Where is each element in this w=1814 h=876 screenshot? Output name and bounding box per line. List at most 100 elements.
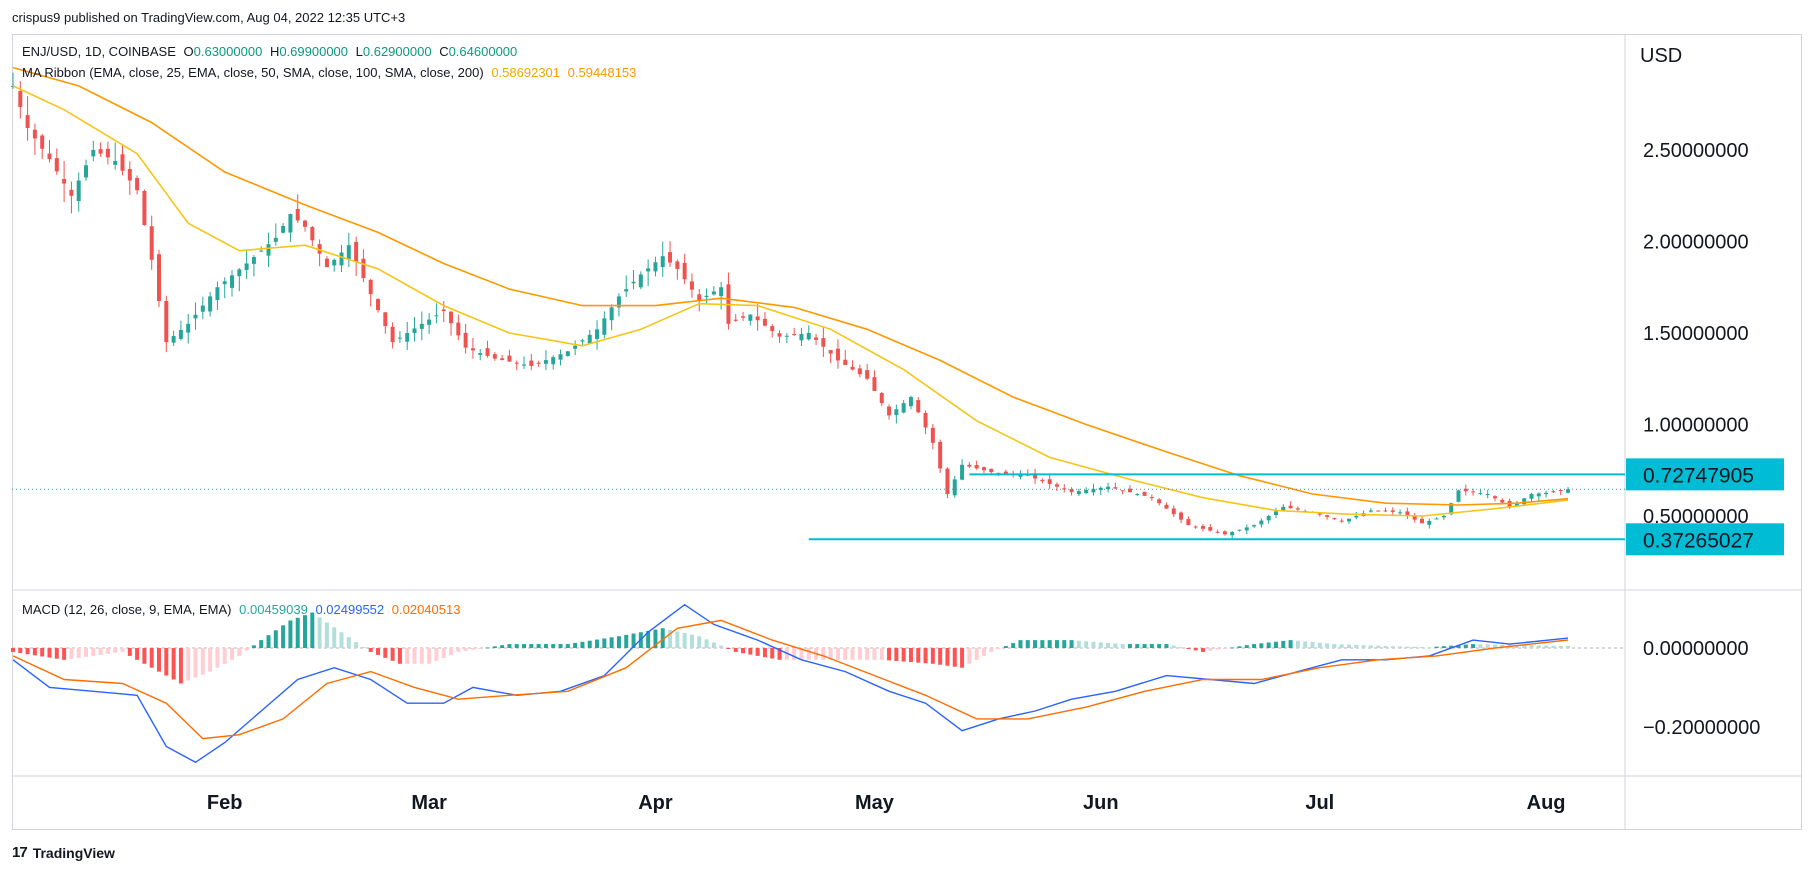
macd-histogram-bar — [536, 644, 541, 648]
candle-body — [551, 357, 556, 365]
macd-histogram-bar — [1354, 644, 1359, 648]
macd-histogram-bar — [419, 648, 424, 664]
candle — [91, 140, 96, 162]
candle-body — [595, 329, 600, 339]
candle — [1332, 517, 1337, 520]
candle — [646, 259, 651, 287]
candle — [981, 466, 986, 474]
candle-body — [149, 226, 154, 260]
candle-body — [1441, 516, 1446, 518]
candle — [310, 225, 315, 247]
macd-histogram-bar — [916, 648, 921, 663]
candle — [500, 354, 505, 361]
macd-histogram-bar — [799, 648, 804, 660]
candle-body — [1069, 489, 1074, 493]
macd-tick-label: 0.00000000 — [1643, 638, 1749, 660]
candle — [427, 313, 432, 334]
candle-body — [1529, 494, 1534, 499]
candle — [18, 81, 23, 119]
candle-body — [682, 262, 687, 280]
macd-histogram-bar — [332, 627, 337, 648]
candle — [412, 317, 417, 342]
candle-body — [397, 337, 402, 339]
candle — [1441, 514, 1446, 521]
candle-body — [40, 135, 45, 149]
candle — [908, 395, 913, 410]
candle — [748, 314, 753, 326]
tradingview-footer[interactable]: 17 TradingView — [12, 844, 115, 861]
macd-histogram-bar — [47, 648, 52, 658]
candle — [1033, 468, 1038, 484]
candle — [1120, 490, 1125, 495]
candle — [945, 467, 950, 499]
candle — [441, 301, 446, 323]
candle-body — [251, 257, 256, 264]
price-tick-label: 0.50000000 — [1643, 506, 1749, 528]
macd-histogram-bar — [981, 648, 986, 656]
macd-histogram-bar — [412, 648, 417, 664]
candle — [1179, 511, 1184, 524]
candle — [930, 423, 935, 450]
candle-body — [1354, 516, 1359, 518]
macd-histogram-bar — [1544, 645, 1549, 648]
candle-body — [762, 318, 767, 326]
candle — [879, 391, 884, 407]
macd-histogram-bar — [733, 648, 738, 652]
candle — [835, 339, 840, 369]
candle — [624, 275, 629, 297]
candle — [157, 249, 162, 308]
candle-body — [1405, 511, 1410, 516]
candle-body — [529, 360, 534, 366]
macd-histogram-bar — [1281, 640, 1286, 648]
candle-body — [368, 279, 373, 295]
macd-histogram-bar — [1011, 643, 1016, 648]
macd-histogram-bar — [1208, 648, 1213, 651]
candle-body — [441, 309, 446, 312]
candle — [1200, 523, 1205, 532]
candle-body — [164, 301, 169, 343]
candle-body — [689, 281, 694, 290]
macd-histogram-bar — [135, 648, 140, 660]
candle-body — [230, 275, 235, 288]
candle — [938, 439, 943, 474]
candle-body — [449, 311, 454, 324]
macd-histogram-bar — [777, 648, 782, 660]
macd-histogram-bar — [1003, 646, 1008, 648]
candle-body — [1434, 518, 1439, 520]
macd-histogram-bar — [266, 635, 271, 648]
macd-histogram-bar — [1566, 646, 1570, 648]
low-label: L — [355, 44, 363, 59]
candle-body — [266, 244, 271, 256]
candle-body — [930, 427, 935, 443]
macd-histogram-bar — [697, 636, 702, 648]
candle-body — [1142, 491, 1147, 496]
candle-body — [273, 237, 278, 242]
candle — [127, 161, 132, 196]
candle — [208, 291, 213, 317]
candle — [186, 314, 191, 344]
candle-body — [222, 281, 227, 285]
candle — [397, 331, 402, 343]
candle — [470, 338, 475, 359]
candle-body — [609, 307, 614, 321]
macd-histogram-bar — [1040, 640, 1045, 648]
macd-histogram-bar — [142, 648, 147, 664]
time-tick-label: Jun — [1083, 792, 1119, 814]
candle — [1062, 484, 1067, 493]
macd-histogram-bar — [288, 620, 293, 648]
candle-body — [806, 333, 811, 340]
candle — [215, 281, 220, 310]
candle-body — [580, 340, 585, 342]
candle-body — [25, 115, 30, 129]
macd-histogram-bar — [157, 648, 162, 672]
candle — [1485, 489, 1490, 499]
candle-body — [1200, 526, 1205, 529]
macd-histogram-bar — [872, 648, 877, 660]
price-tick-label: 2.50000000 — [1643, 140, 1749, 162]
candle — [1142, 491, 1147, 496]
ma-ribbon-label: MA Ribbon (EMA, close, 25, EMA, close, 5… — [22, 65, 484, 80]
candle-body — [1127, 488, 1132, 493]
candle — [1106, 482, 1111, 493]
candle — [799, 327, 804, 346]
